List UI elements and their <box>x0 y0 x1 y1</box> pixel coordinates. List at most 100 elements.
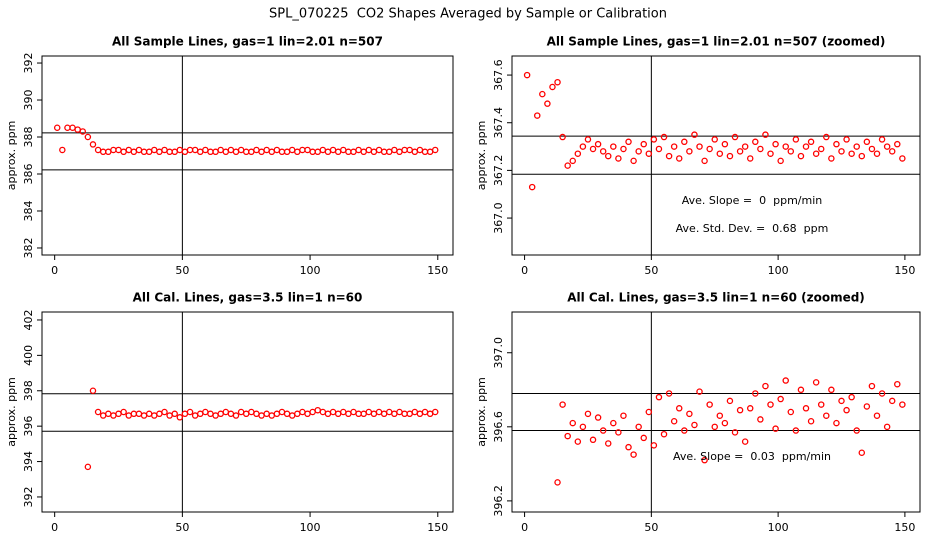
point <box>787 148 795 155</box>
point <box>396 148 403 156</box>
point <box>140 148 148 156</box>
point <box>828 155 835 162</box>
point <box>873 412 881 419</box>
point <box>681 427 688 434</box>
point <box>406 146 413 154</box>
point <box>706 401 713 408</box>
point <box>84 133 92 141</box>
point <box>355 410 362 418</box>
point <box>161 408 168 416</box>
point <box>599 427 607 434</box>
point <box>686 148 693 155</box>
point <box>741 438 749 445</box>
point <box>746 405 754 412</box>
point <box>645 150 653 157</box>
point <box>391 146 398 154</box>
plot-area <box>512 312 920 512</box>
y-tick-label: 382 <box>22 237 35 258</box>
point <box>615 429 622 436</box>
point <box>329 146 337 154</box>
point <box>650 136 658 143</box>
point <box>731 133 739 141</box>
point <box>258 148 265 156</box>
point <box>431 408 439 416</box>
point <box>883 423 891 431</box>
point <box>802 143 810 150</box>
point <box>125 412 132 419</box>
point <box>858 449 866 456</box>
x-tick-label: 50 <box>644 264 658 277</box>
point <box>350 408 357 416</box>
point <box>878 136 886 143</box>
y-tick-label: 402 <box>22 309 35 330</box>
point <box>894 380 901 388</box>
point <box>610 143 617 150</box>
point <box>701 456 708 464</box>
point <box>584 136 592 143</box>
point <box>263 146 270 154</box>
point <box>604 440 612 447</box>
point <box>196 410 204 418</box>
point <box>299 146 306 154</box>
point <box>670 418 678 425</box>
point <box>899 401 906 408</box>
point <box>726 397 734 405</box>
point <box>207 148 214 156</box>
point <box>360 148 367 156</box>
point <box>782 143 789 150</box>
point <box>130 410 138 418</box>
plot-area <box>42 312 453 512</box>
point <box>655 393 663 401</box>
point <box>135 410 143 418</box>
point <box>53 124 61 132</box>
point <box>171 410 178 418</box>
point <box>894 140 901 148</box>
point <box>777 395 784 403</box>
x-tick-label: 0 <box>521 521 528 534</box>
point <box>670 143 678 150</box>
point <box>105 148 112 156</box>
point <box>625 443 632 451</box>
point <box>817 145 825 153</box>
point <box>375 146 383 154</box>
point <box>99 148 107 156</box>
point <box>534 112 541 119</box>
point <box>726 152 734 160</box>
point <box>110 412 117 419</box>
annotation: Ave. Std. Dev. = 0.68 ppm <box>676 222 829 235</box>
point <box>171 148 178 156</box>
y-tick-label: 384 <box>22 200 35 221</box>
point <box>99 412 107 419</box>
point <box>660 133 668 141</box>
point <box>309 148 316 156</box>
point <box>360 410 367 418</box>
point <box>757 416 764 423</box>
point <box>288 146 296 154</box>
point <box>222 148 230 156</box>
point <box>589 436 597 444</box>
point <box>858 152 866 160</box>
y-axis-label: approx. ppm <box>5 377 18 447</box>
point <box>278 148 286 156</box>
point <box>888 148 896 155</box>
point <box>304 146 311 154</box>
point <box>248 148 255 156</box>
point <box>691 131 698 138</box>
point <box>268 148 276 156</box>
point <box>212 412 219 419</box>
point <box>94 146 102 154</box>
point <box>416 410 424 418</box>
point <box>176 414 184 421</box>
point <box>110 146 117 154</box>
point <box>186 146 194 154</box>
plot-area <box>512 56 920 255</box>
chart-title: All Cal. Lines, gas=3.5 lin=1 n=60 <box>133 291 363 305</box>
point <box>574 438 582 445</box>
point <box>741 143 749 150</box>
x-tick-label: 150 <box>894 521 915 534</box>
point <box>691 421 698 429</box>
point <box>564 162 571 169</box>
point <box>166 412 173 419</box>
point <box>625 138 632 146</box>
